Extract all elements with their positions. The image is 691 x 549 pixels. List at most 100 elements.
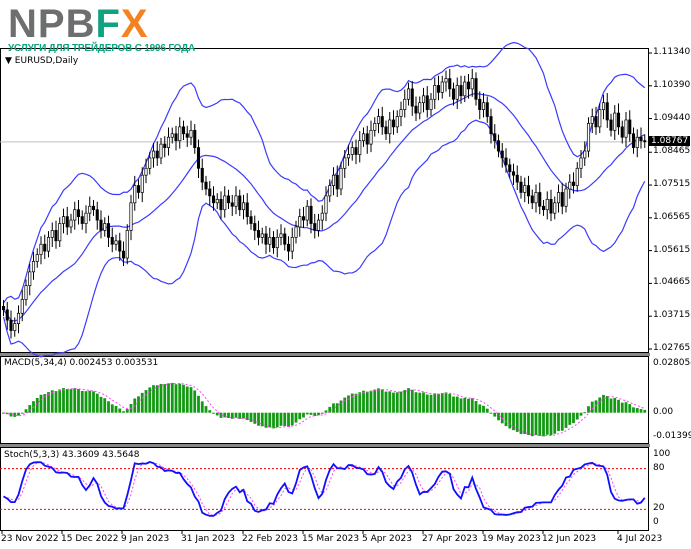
candle [129, 202, 133, 231]
macd-tick-label: 0.028054 [653, 358, 691, 368]
macd-bar [163, 384, 167, 413]
candle [189, 129, 193, 138]
candle [320, 212, 324, 221]
candle [80, 216, 84, 224]
date-label: 23 Nov 2022 [1, 534, 59, 544]
macd-bar [215, 412, 219, 416]
candle [455, 85, 459, 100]
candle [369, 129, 373, 145]
stoch-tick-label: 80 [653, 462, 665, 473]
macd-bar [54, 391, 58, 413]
candle [384, 126, 388, 135]
candle [444, 78, 448, 83]
macd-bar [437, 393, 440, 413]
macd-bar [320, 412, 324, 414]
candle [290, 236, 294, 252]
candle [151, 150, 156, 159]
date-label: 27 Apr 2023 [422, 534, 478, 544]
candle [643, 140, 647, 143]
macd-bar [452, 396, 455, 413]
macd-bar [50, 390, 54, 413]
candle [215, 199, 219, 204]
stoch-panel [0, 447, 649, 531]
stoch-signal-line [3, 461, 645, 516]
macd-bar [107, 401, 110, 413]
date-label: 22 Feb 2023 [242, 534, 299, 544]
candle [448, 78, 452, 90]
macd-bar [624, 402, 628, 413]
candle [95, 209, 99, 221]
candle [260, 233, 264, 238]
macd-bar [305, 412, 309, 415]
candle [181, 126, 186, 135]
macd-bar [392, 392, 395, 413]
candle [470, 78, 474, 90]
macd-bar [617, 399, 620, 413]
candle [211, 195, 216, 204]
candle [436, 85, 441, 93]
macd-bar [17, 412, 20, 416]
macd-bar [605, 396, 609, 413]
macd-bar [388, 391, 392, 413]
candle [508, 164, 512, 173]
candle [69, 219, 73, 228]
macd-bar [549, 412, 553, 436]
macd-bar [294, 412, 298, 423]
macd-bar [414, 392, 418, 413]
macd-bar [493, 412, 497, 417]
symbol-label[interactable]: ▼ EURUSD,Daily [5, 56, 79, 66]
candle [54, 230, 58, 242]
candle [106, 223, 111, 238]
macd-bar [354, 393, 358, 413]
macd-bar [418, 392, 422, 413]
candle [339, 167, 343, 190]
candle [613, 112, 617, 131]
macd-bar [148, 387, 152, 413]
candle [174, 133, 178, 142]
macd-bar [598, 397, 602, 413]
macd-bar [95, 393, 99, 413]
candle [598, 109, 602, 128]
macd-bar [298, 412, 302, 420]
candle [628, 119, 632, 135]
candle [76, 209, 81, 217]
macd-bar [159, 383, 163, 413]
candle [489, 116, 493, 135]
macd-bar [609, 398, 613, 413]
macd-bar [275, 412, 279, 428]
candle [39, 243, 43, 255]
price-tick-label: 1.10390 [653, 79, 691, 90]
macd-bar [73, 388, 77, 413]
bollinger-lower [2, 119, 646, 358]
candle [140, 174, 144, 193]
macd-bar [47, 392, 50, 413]
macd-signal-line [3, 383, 645, 437]
candle [376, 116, 381, 124]
macd-bar [504, 412, 508, 427]
macd-bar [99, 396, 103, 413]
candle [114, 240, 118, 245]
date-label: 31 Jan 2023 [181, 534, 235, 544]
macd-bar [167, 383, 170, 413]
candle [526, 185, 531, 197]
macd-bar [579, 412, 583, 416]
macd-bar [463, 397, 467, 413]
macd-bar [65, 388, 69, 413]
price-tick-label: 1.08465 [653, 146, 691, 157]
macd-bar [632, 407, 635, 413]
candle [13, 323, 17, 331]
macd-bar [155, 385, 159, 413]
macd-bar [227, 412, 230, 419]
macd-bar [92, 391, 95, 413]
macd-bar [28, 405, 32, 413]
candle [530, 195, 534, 204]
candle [575, 167, 579, 186]
stoch-label: Stoch(5,3,3) 43.3609 43.5648 [4, 450, 140, 460]
macd-bar [283, 412, 287, 427]
candle [605, 102, 609, 121]
candle [125, 230, 129, 259]
candle [365, 133, 369, 145]
macd-bar [88, 390, 92, 413]
candle [159, 143, 163, 159]
